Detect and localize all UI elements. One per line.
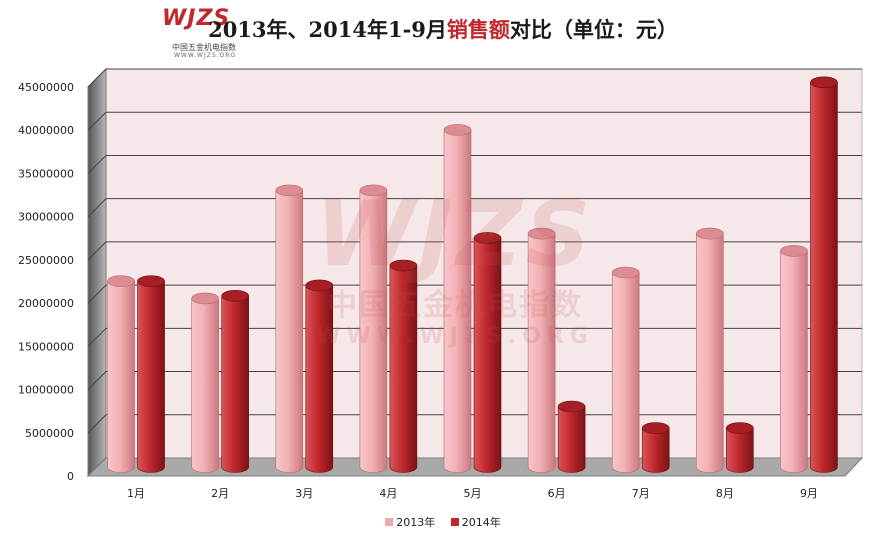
chart-title-highlight: 销售额 [446,17,510,42]
bar-2014年-7月 [641,422,670,473]
bar-2014年-9月 [810,76,838,473]
x-tick-label-0: 1月 [127,487,145,500]
bar-2014年-5月 [473,232,502,473]
bar-2013年-5月 [443,124,472,473]
legend-swatch-2013 [385,518,394,526]
y-tick-label-1: 5000000 [25,427,74,440]
x-tick-label-7: 8月 [716,487,734,500]
gridline-6 [87,198,862,218]
y-tick-label-7: 35000000 [18,167,74,180]
gridline-1 [87,414,862,434]
bar-2014年-1月 [137,275,165,473]
bar-2013年-8月 [696,227,724,473]
x-tick-label-2: 3月 [295,487,313,500]
y-tick-label-3: 15000000 [18,340,74,353]
chart-title: 2013年、2014年1-9月销售额对比（单位：元） [0,14,886,44]
legend-item-2013: 2013年 [385,514,435,530]
legend-label-2014: 2014年 [461,516,501,529]
wjzs-logo: WJZS 中国五金机电指数 WWW.WJZS.ORG [150,4,250,60]
logo-cn-text: 中国五金机电指数 [172,43,236,52]
bar-2013年-4月 [359,184,388,473]
legend-item-2014: 2014年 [450,514,501,530]
bar-2014年-2月 [221,290,249,473]
gridline-4 [87,284,862,304]
gridline-8 [87,111,862,131]
logo-url-text: WWW.WJZS.ORG [174,52,237,59]
bar-2014年-4月 [389,259,418,473]
gridline-7 [87,154,862,174]
y-tick-label-9: 45000000 [18,81,74,94]
bar-2013年-9月 [780,245,808,473]
bar-2013年-2月 [191,292,219,473]
gridline-2 [87,371,862,390]
bar-2014年-8月 [726,422,754,473]
legend-label-2013: 2013年 [396,516,436,529]
legend-swatch-2014 [450,518,459,526]
y-tick-label-0: 0 [67,470,74,483]
x-tick-label-3: 4月 [379,487,397,500]
bar-2014年-3月 [305,279,334,473]
y-tick-label-4: 20000000 [18,297,74,310]
chart-title-suffix: 对比（单位：元） [509,17,678,42]
bar-2014年-6月 [557,400,586,473]
chart-title-prefix: 2013年、2014年1-9月 [208,17,447,42]
y-tick-label-2: 10000000 [18,384,74,397]
x-tick-label-5: 6月 [548,487,566,500]
y-tick-label-5: 25000000 [18,254,74,267]
legend: 2013年 2014年 [0,514,886,530]
gridline-5 [87,241,862,261]
x-tick-label-4: 5月 [464,487,482,500]
x-tick-label-6: 7月 [632,487,650,500]
bar-2013年-7月 [611,266,640,473]
logo-mark: WJZS [162,6,231,31]
gridline-9 [87,68,862,88]
x-tick-label-1: 2月 [211,487,229,500]
gridline-3 [87,327,862,347]
bar-2013年-6月 [527,227,556,473]
plot-left-wall [87,67,107,478]
x-tick-label-8: 9月 [800,487,818,500]
bar-2013年-3月 [275,184,304,473]
y-tick-label-8: 40000000 [18,124,74,137]
bar-2013年-1月 [107,275,135,473]
y-tick-label-6: 30000000 [18,211,74,224]
